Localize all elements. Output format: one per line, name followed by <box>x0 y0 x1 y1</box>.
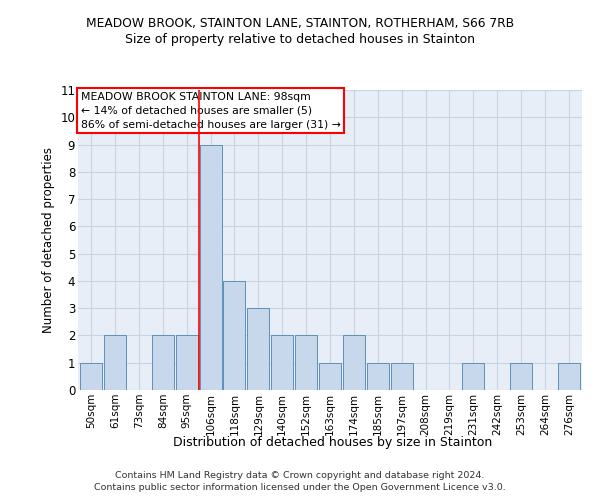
Bar <box>223 281 245 390</box>
Text: Distribution of detached houses by size in Stainton: Distribution of detached houses by size … <box>173 436 493 449</box>
Bar <box>367 362 389 390</box>
Text: Size of property relative to detached houses in Stainton: Size of property relative to detached ho… <box>125 32 475 46</box>
Bar <box>104 336 126 390</box>
Bar <box>391 362 413 390</box>
Bar <box>343 336 365 390</box>
Bar <box>200 144 221 390</box>
Bar <box>510 362 532 390</box>
Bar <box>247 308 269 390</box>
Bar <box>80 362 102 390</box>
Text: Contains public sector information licensed under the Open Government Licence v3: Contains public sector information licen… <box>94 484 506 492</box>
Bar <box>295 336 317 390</box>
Bar <box>463 362 484 390</box>
Text: Contains HM Land Registry data © Crown copyright and database right 2024.: Contains HM Land Registry data © Crown c… <box>115 471 485 480</box>
Bar <box>558 362 580 390</box>
Y-axis label: Number of detached properties: Number of detached properties <box>41 147 55 333</box>
Text: MEADOW BROOK, STAINTON LANE, STAINTON, ROTHERHAM, S66 7RB: MEADOW BROOK, STAINTON LANE, STAINTON, R… <box>86 18 514 30</box>
Bar <box>319 362 341 390</box>
Bar <box>152 336 174 390</box>
Bar <box>176 336 197 390</box>
Bar <box>271 336 293 390</box>
Text: MEADOW BROOK STAINTON LANE: 98sqm
← 14% of detached houses are smaller (5)
86% o: MEADOW BROOK STAINTON LANE: 98sqm ← 14% … <box>80 92 340 130</box>
